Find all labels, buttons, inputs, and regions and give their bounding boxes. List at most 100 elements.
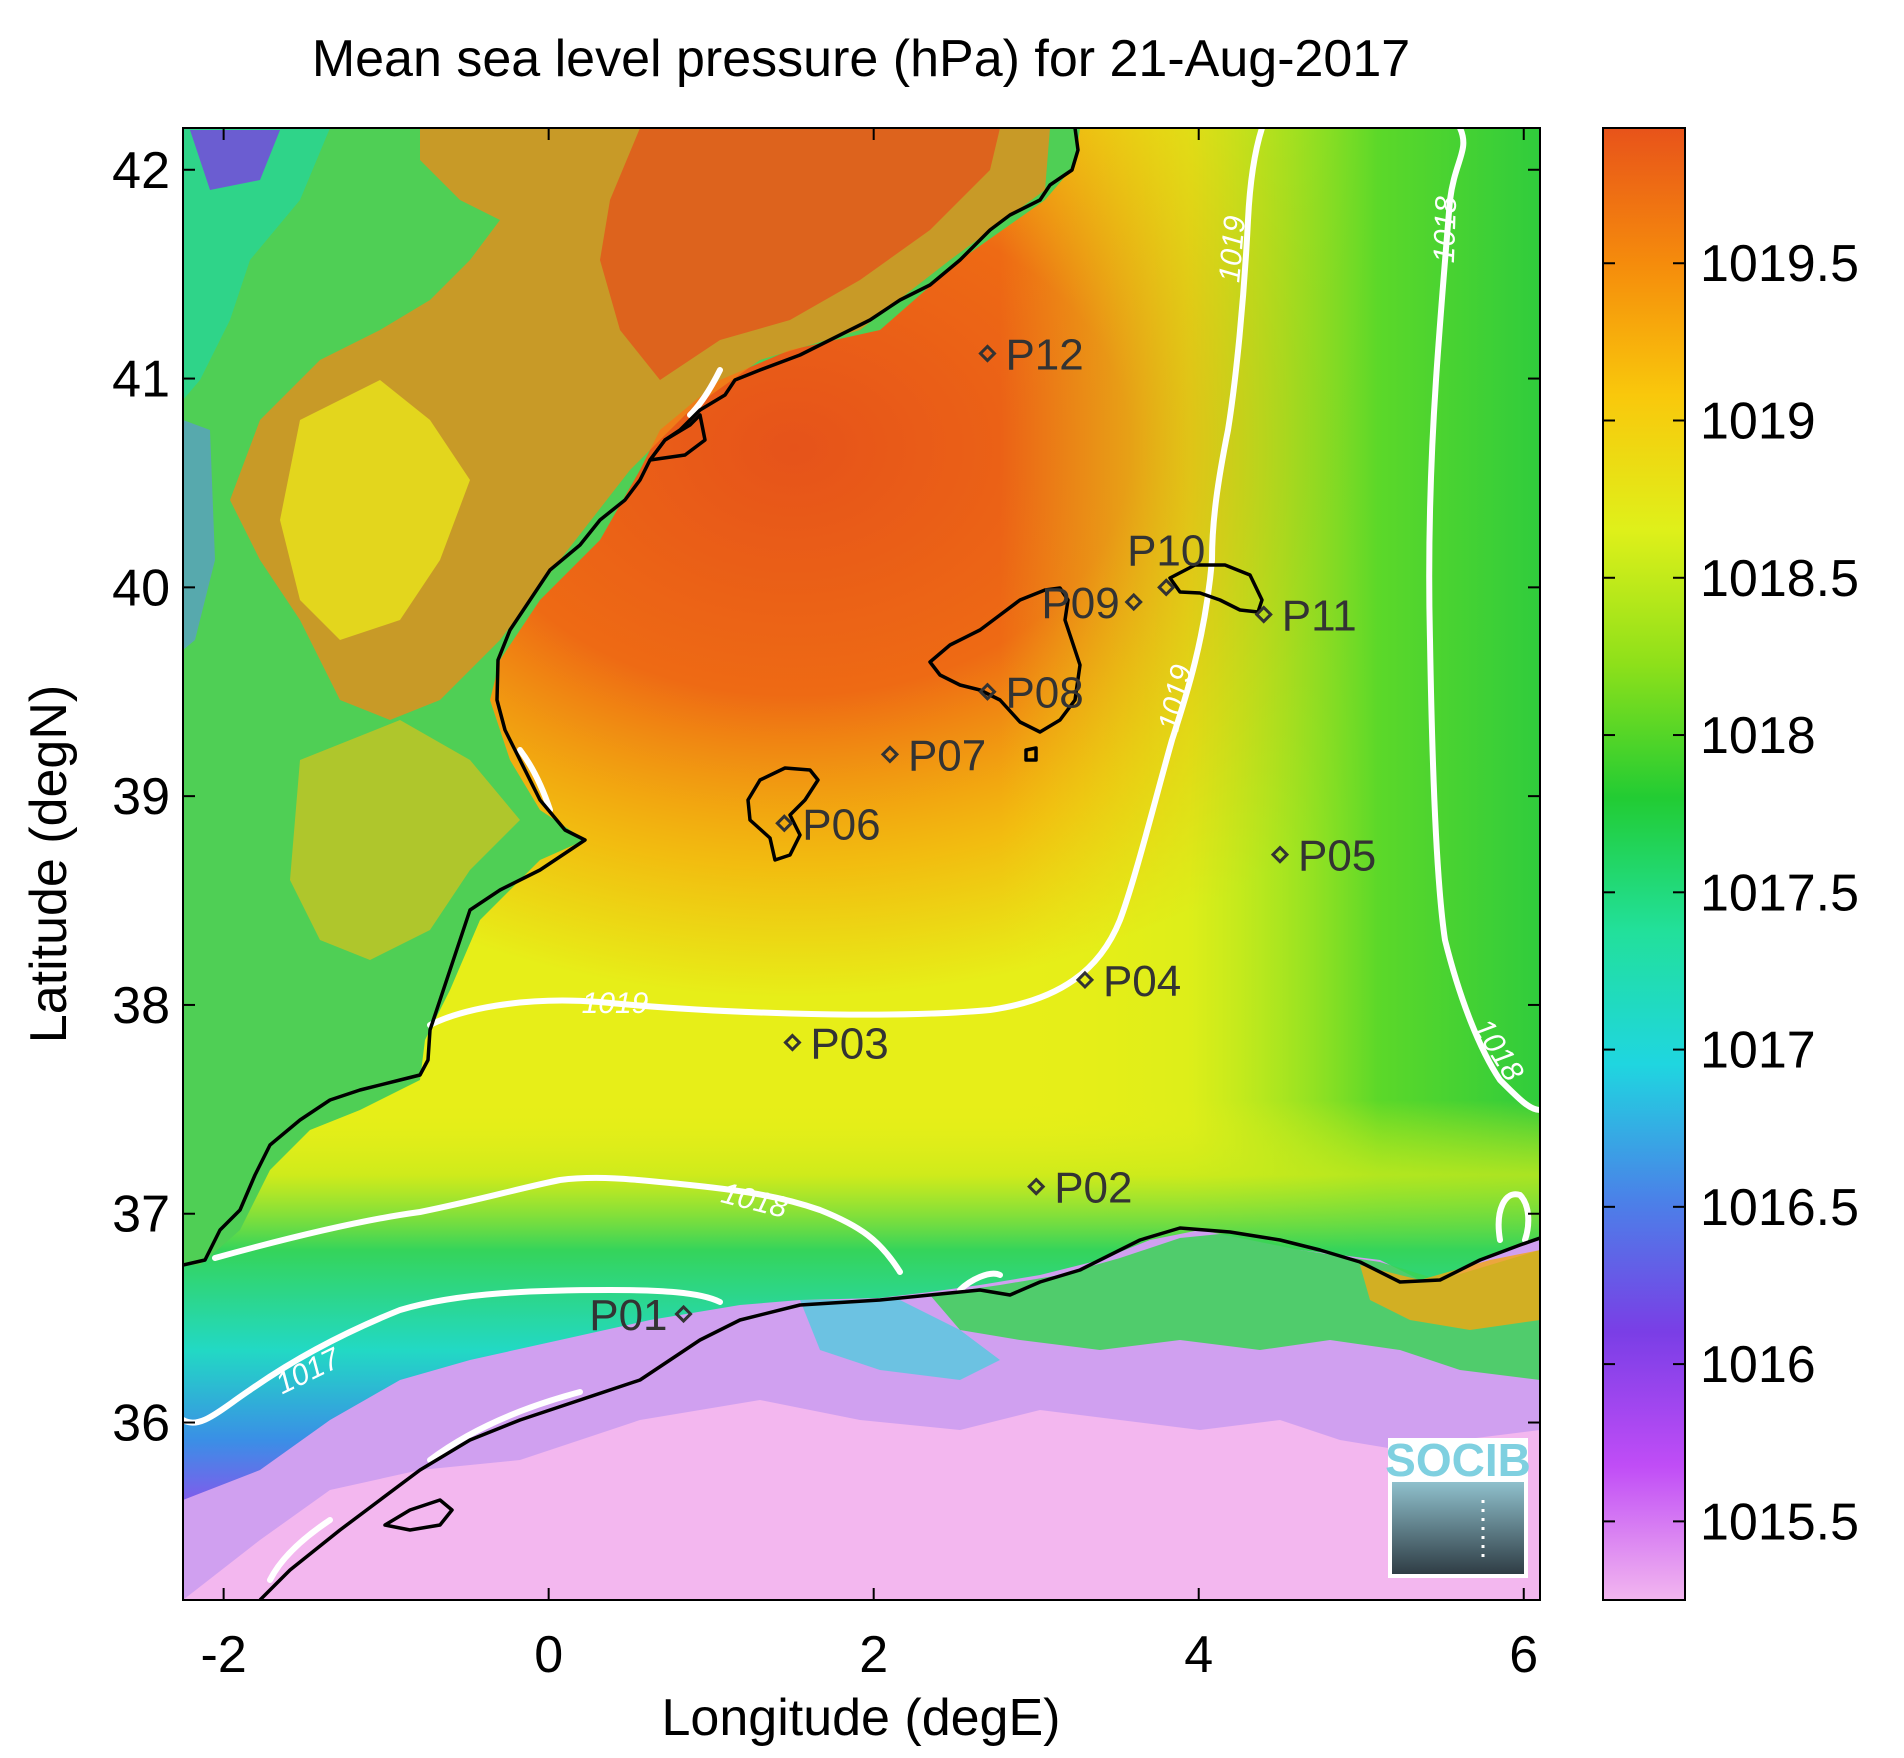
station-p02: P02 — [1027, 1164, 1133, 1213]
alboran-island-coastline — [383, 1498, 454, 1532]
iberia-land-purple — [190, 130, 280, 190]
africa-land-cyan — [800, 1300, 1000, 1380]
station-marker — [1027, 1177, 1046, 1196]
station-marker — [978, 344, 997, 363]
x-tick-label: 4 — [1184, 1626, 1213, 1684]
station-marker — [783, 1033, 802, 1052]
station-p07: P07 — [880, 731, 986, 780]
isobar-1018-south — [212, 1174, 903, 1275]
colorbar-tick-label: 1019 — [1700, 393, 1816, 451]
africa-land-pink — [183, 1400, 1540, 1600]
colorbar-tick-label: 1019.5 — [1700, 235, 1859, 293]
isobar-1019-east — [427, 128, 1265, 1028]
mallorca-coastline — [928, 586, 1082, 734]
cabrera-coastline — [1024, 746, 1038, 762]
colorbar — [1602, 127, 1686, 1601]
map-plot-area: 1019 1019 1019 1018 1018 1018 1017 P01P0… — [183, 128, 1540, 1600]
colorbar-tick-label: 1017 — [1700, 1022, 1816, 1080]
station-p06: P06 — [775, 800, 881, 849]
station-marker — [1124, 592, 1143, 612]
coastlines — [183, 128, 1540, 1600]
colorbar-tick-label: 1016 — [1700, 1336, 1816, 1394]
iberia-coastline — [183, 128, 1080, 1267]
contour-label-1018-east-north: 1018 — [1428, 195, 1463, 263]
station-marker — [1157, 578, 1176, 597]
isobar-1017 — [183, 1287, 723, 1426]
isobar-1017-africa — [267, 1389, 583, 1583]
y-tick-label: 42 — [112, 142, 170, 200]
x-tick-label: 2 — [859, 1626, 888, 1684]
ebro-delta-coastline — [648, 413, 707, 462]
socib-logo: SOCIB — [1385, 1434, 1531, 1578]
isobar-1018-south-east — [957, 1270, 1003, 1293]
iberia-land-blue-edge — [183, 420, 215, 650]
station-p03: P03 — [783, 1020, 889, 1069]
station-marker — [978, 682, 997, 701]
station-label: P09 — [1041, 579, 1119, 628]
x-tick-label: 6 — [1509, 1626, 1538, 1684]
station-p11: P11 — [1254, 591, 1357, 640]
station-p10: P10 — [1127, 526, 1205, 597]
y-tick-label: 39 — [112, 768, 170, 826]
iberia-land-west-low — [183, 128, 330, 400]
iberia-land-southeast — [290, 720, 520, 960]
station-label: P10 — [1127, 526, 1205, 575]
station-label: P12 — [1005, 330, 1083, 379]
ibiza-coastline — [746, 766, 820, 862]
station-p09: P09 — [1041, 579, 1143, 628]
station-label: P07 — [908, 731, 986, 780]
station-label: P05 — [1298, 832, 1376, 881]
plot-frame — [182, 127, 1541, 1601]
colorbar-tick-label: 1018.5 — [1700, 550, 1859, 608]
station-marker — [1075, 970, 1095, 990]
y-tick-label: 40 — [112, 559, 170, 617]
station-marker — [1270, 845, 1290, 864]
contour-label-1019-north: 1019 — [1213, 214, 1252, 284]
y-tick-label: 36 — [112, 1395, 170, 1453]
station-p08: P08 — [978, 669, 1084, 718]
socib-logo-text: SOCIB — [1385, 1434, 1531, 1486]
contour-label-1019-south: 1019 — [582, 987, 649, 1020]
africa-land-hot — [1360, 1250, 1540, 1330]
station-label: P03 — [810, 1020, 888, 1069]
y-axis: 36 37 38 39 40 41 42 — [112, 142, 1540, 1453]
station-label: P08 — [1005, 669, 1083, 718]
station-p05: P05 — [1270, 832, 1376, 881]
colorbar-tick-label: 1015.5 — [1700, 1493, 1859, 1551]
x-tick-label: -2 — [201, 1626, 247, 1684]
station-p12: P12 — [978, 330, 1084, 379]
isobar-1019-iberia-north — [687, 367, 723, 418]
x-tick-label: 0 — [534, 1626, 563, 1684]
station-label: P06 — [802, 800, 880, 849]
x-axis: -2 0 2 4 6 — [201, 128, 1538, 1684]
y-tick-label: 41 — [112, 351, 170, 409]
y-tick-label: 38 — [112, 977, 170, 1035]
chart-title: Mean sea level pressure (hPa) for 21-Aug… — [312, 30, 1410, 88]
station-marker — [1254, 605, 1273, 624]
colorbar-tick-label: 1016.5 — [1700, 1179, 1859, 1237]
isobar-1018-east — [1426, 128, 1540, 1113]
y-tick-label: 37 — [112, 1186, 170, 1244]
colorbar-tick-label: 1018 — [1700, 707, 1816, 765]
station-marker — [775, 814, 794, 833]
station-p04: P04 — [1075, 957, 1181, 1006]
isobar-1019-iberia-mid — [517, 747, 553, 813]
station-label: P04 — [1103, 957, 1181, 1006]
x-axis-label: Longitude (degE) — [662, 1689, 1061, 1747]
y-axis-label: Latitude (degN) — [20, 685, 78, 1043]
station-label: P01 — [589, 1291, 667, 1340]
station-label: P02 — [1054, 1164, 1132, 1213]
station-marker — [674, 1304, 693, 1324]
colorbar-ticks: 1015.5 1016 1016.5 1017 1017.5 1018 1018.5 1019… — [1603, 235, 1859, 1551]
iberia-land-plateau — [280, 380, 470, 640]
colorbar-tick-label: 1017.5 — [1700, 864, 1859, 922]
isobar-contours — [183, 128, 1540, 1583]
station-p01: P01 — [589, 1291, 693, 1340]
africa-coastline — [258, 1226, 1540, 1600]
isobar-1018-tip — [1495, 1191, 1532, 1243]
iberia-land-ridge — [600, 128, 1000, 380]
station-marker — [880, 745, 900, 764]
station-label: P11 — [1282, 591, 1357, 640]
